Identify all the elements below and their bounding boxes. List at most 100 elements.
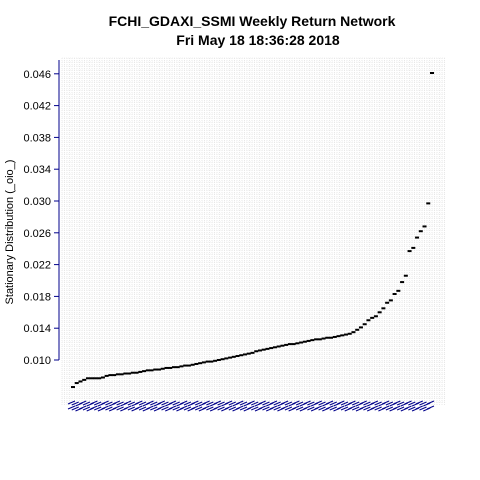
x-category-label: [363, 406, 371, 411]
y-tick-label: 0.014: [23, 323, 51, 335]
x-category-label: [280, 400, 289, 405]
x-category-label: [295, 406, 304, 411]
data-point: [396, 289, 401, 292]
x-category-label: [340, 406, 349, 411]
x-category-label: [116, 401, 124, 406]
data-point: [93, 377, 98, 380]
data-point: [325, 336, 330, 339]
data-point: [430, 72, 434, 75]
x-category-label: [284, 406, 293, 411]
data-point: [381, 307, 386, 310]
x-category-label: [217, 401, 225, 406]
data-point: [287, 343, 292, 346]
data-point: [377, 311, 382, 314]
x-category-label: [348, 400, 356, 405]
x-category-label: [71, 401, 79, 406]
data-point: [314, 338, 319, 341]
data-point: [74, 382, 79, 385]
data-point: [145, 369, 150, 372]
x-category-label: [247, 400, 255, 405]
x-category-label: [138, 406, 147, 411]
x-category-label: [90, 400, 98, 405]
x-category-label: [404, 405, 412, 410]
x-category-label: [150, 406, 158, 411]
x-category-label: [150, 401, 158, 406]
x-category-labels: [67, 400, 435, 412]
x-category-label: [161, 406, 169, 411]
data-point: [205, 360, 210, 363]
data-point: [415, 236, 420, 239]
data-point: [340, 334, 345, 337]
x-category-label: [396, 401, 405, 406]
x-category-label: [280, 405, 289, 410]
data-point: [134, 371, 139, 374]
data-point: [108, 374, 113, 377]
x-category-label: [307, 406, 315, 411]
data-point: [422, 225, 427, 228]
x-category-label: [123, 400, 132, 405]
data-point: [302, 340, 307, 343]
x-category-label: [93, 401, 102, 406]
x-category-label: [112, 400, 121, 405]
x-category-label: [329, 401, 337, 406]
x-category-label: [314, 405, 323, 410]
x-category-label: [202, 405, 210, 410]
x-category-label: [262, 401, 270, 406]
data-point: [272, 346, 277, 349]
x-category-label: [370, 400, 379, 405]
x-category-label: [426, 400, 435, 405]
data-point: [317, 338, 322, 341]
x-category-label: [363, 401, 371, 406]
x-category-label: [161, 401, 169, 406]
y-tick-label: 0.010: [23, 355, 51, 367]
data-point: [284, 343, 289, 346]
data-point: [351, 331, 356, 334]
data-point: [216, 359, 221, 361]
data-point: [89, 377, 94, 380]
x-category-label: [408, 406, 416, 411]
x-category-label: [105, 406, 113, 411]
data-point: [291, 343, 296, 346]
x-category-label: [415, 400, 423, 405]
data-point: [306, 339, 311, 342]
x-category-label: [82, 401, 91, 406]
data-point: [213, 359, 218, 362]
x-category-label: [93, 406, 102, 411]
data-point: [104, 374, 109, 377]
data-point: [355, 328, 360, 331]
x-category-label: [157, 405, 165, 410]
y-tick-label: 0.022: [23, 260, 51, 272]
x-category-label: [206, 401, 214, 406]
data-point: [254, 350, 259, 353]
data-point: [130, 371, 135, 374]
data-point: [127, 372, 132, 375]
x-category-label: [90, 405, 98, 410]
x-category-label: [105, 401, 113, 406]
data-point: [400, 281, 405, 284]
chart-subtitle: Fri May 18 18:36:28 2018: [176, 32, 340, 48]
x-category-label: [127, 406, 136, 411]
x-category-label: [284, 401, 293, 406]
x-category-label: [359, 405, 367, 410]
x-category-label: [348, 405, 356, 410]
x-category-label: [191, 405, 199, 410]
x-category-label: [251, 406, 259, 411]
data-point: [299, 341, 304, 344]
data-point: [175, 366, 180, 369]
x-category-label: [329, 406, 337, 411]
x-category-label: [168, 405, 177, 410]
y-axis-label: Stationary Distribution (_oio_): [4, 160, 16, 305]
x-category-label: [67, 400, 76, 405]
x-category-label: [146, 405, 154, 410]
x-category-label: [314, 400, 323, 405]
data-point: [362, 323, 367, 326]
x-category-label: [325, 400, 334, 405]
x-category-label: [194, 401, 203, 406]
x-category-label: [239, 406, 248, 411]
y-tick-label: 0.046: [23, 69, 51, 81]
data-point: [97, 377, 102, 380]
x-category-label: [262, 406, 270, 411]
data-point: [220, 358, 225, 361]
x-category-label: [318, 401, 326, 406]
data-point: [82, 378, 87, 381]
